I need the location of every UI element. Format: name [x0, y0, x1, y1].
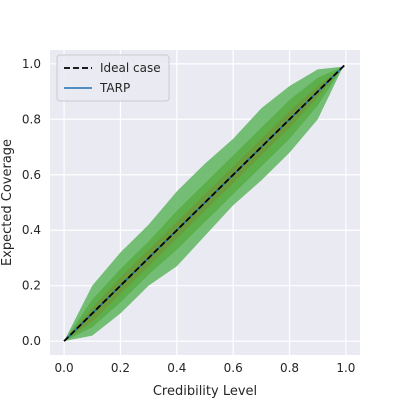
- x-tick-label: 0.2: [111, 361, 130, 375]
- y-tick-label: 0.4: [22, 223, 41, 237]
- legend-label-ideal: Ideal case: [100, 61, 161, 75]
- x-tick-label: 0.8: [280, 361, 299, 375]
- y-tick-label: 1.0: [22, 57, 41, 71]
- x-tick-label: 0.4: [167, 361, 186, 375]
- y-tick-label: 0.6: [22, 168, 41, 182]
- y-tick-label: 0.8: [22, 112, 41, 126]
- x-tick-label: 0.0: [55, 361, 74, 375]
- legend-box: [56, 54, 170, 102]
- x-tick-label: 1.0: [336, 361, 355, 375]
- ideal-line: [63, 63, 347, 342]
- y-tick-label: 0.2: [22, 279, 41, 293]
- y-axis-label: Expected Coverage: [0, 139, 15, 266]
- x-tick-label: 0.6: [224, 361, 243, 375]
- x-axis-label: Credibility Level: [153, 384, 257, 399]
- y-tick-label: 0.0: [22, 334, 41, 348]
- legend-label-tarp: TARP: [99, 81, 130, 95]
